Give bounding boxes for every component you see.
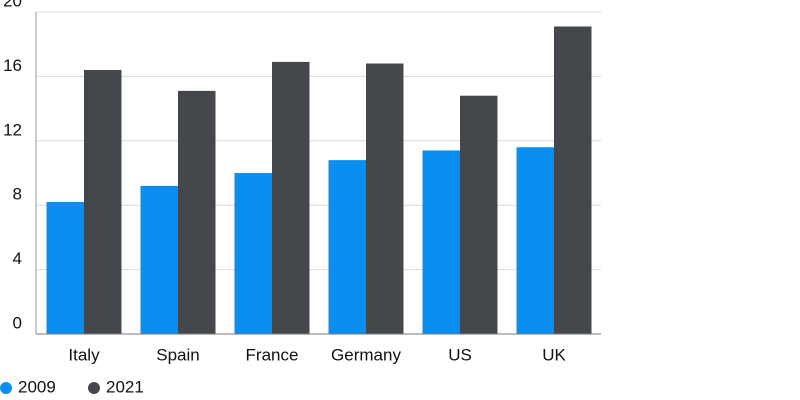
bar — [516, 147, 554, 334]
bar — [272, 61, 310, 334]
bar — [178, 90, 216, 334]
x-tick-label: Spain — [156, 345, 199, 364]
y-tick-label: 0 — [13, 313, 22, 332]
bar — [46, 201, 84, 334]
y-tick-label: 20 — [3, 0, 22, 10]
bar — [140, 185, 178, 334]
x-tick-label: Italy — [68, 345, 100, 364]
y-tick-label: 16 — [3, 56, 22, 75]
legend-label: 2021 — [106, 377, 144, 396]
x-tick-label: UK — [542, 345, 566, 364]
y-tick-label: 8 — [13, 185, 22, 204]
bar — [554, 26, 592, 335]
bar — [422, 150, 460, 334]
bar — [84, 69, 122, 335]
bar — [366, 63, 404, 335]
x-tick-label: France — [246, 345, 299, 364]
x-tick-label: US — [448, 345, 472, 364]
y-tick-label: 4 — [13, 249, 22, 268]
legend-marker — [88, 382, 100, 394]
x-tick-label: Germany — [331, 345, 401, 364]
y-tick-label: 12 — [3, 120, 22, 139]
bar — [328, 160, 366, 334]
bar — [460, 95, 498, 334]
legend-marker — [0, 382, 12, 394]
bar — [234, 173, 272, 334]
legend-label: 2009 — [18, 377, 56, 396]
